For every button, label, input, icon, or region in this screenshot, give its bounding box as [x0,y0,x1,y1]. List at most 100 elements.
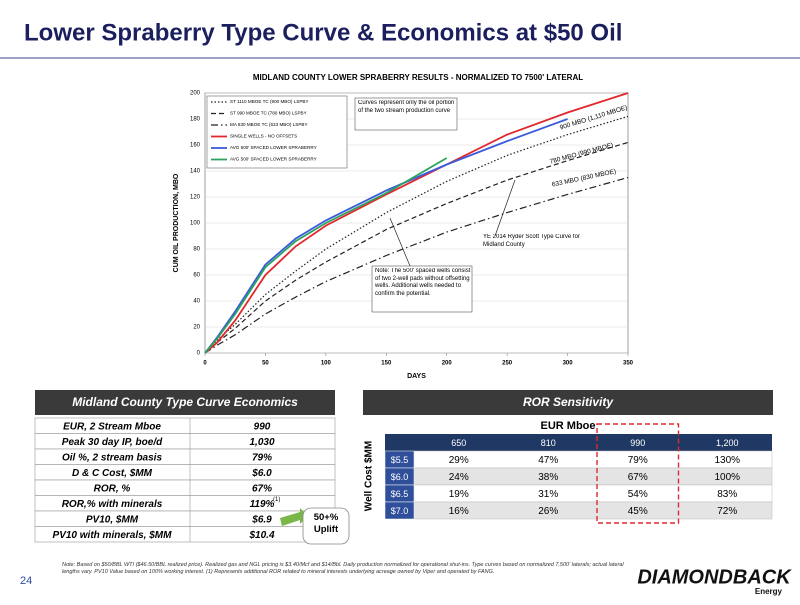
legend-label: AVG 500' SPACED LOWER SPRABERRY [230,157,317,162]
ror-value: 45% [628,506,648,517]
series-line [204,92,629,354]
annotation-box: YE 2014 Ryder Scott Type Curve for Midla… [483,234,580,248]
row-label: PV10, $MM [86,514,139,525]
legend-label: ST 1110 MBOE TC (900 MBO) LSPBY [230,99,309,104]
ror-value: 38% [538,472,558,483]
ror-value: 100% [714,472,740,483]
footnote: Note: Based on $50/BBL WTI ($46.50/BBL r… [62,562,624,575]
column-label: 990 [630,438,645,448]
ror-value: 130% [714,455,740,466]
y-tick-label: 80 [193,247,200,253]
y-tick-label: 160 [190,143,201,149]
highlight-box [596,423,680,524]
column-header-row [385,434,772,451]
row-label: PV10 with minerals, $MM [53,530,173,541]
cost-label: $5.5 [391,455,409,465]
logo-name: DIAMONDBACK [637,566,792,588]
annotation-arrow [389,217,411,267]
cost-label: $6.0 [391,472,409,482]
row-header: Well Cost $MM [364,441,375,511]
x-tick-label: 250 [502,361,513,367]
annotation: Curves represent only the oil portion of… [358,100,455,114]
series-line [204,115,629,354]
annotation-box: Note: The 500' spaced wells consist of t… [375,268,471,297]
table-header-bar [363,390,773,415]
ror-value: 47% [538,455,558,466]
x-tick-label: 100 [321,361,332,367]
series-line [204,176,629,354]
ror-value: 79% [628,455,648,466]
ror-value: 24% [449,472,469,483]
x-tick-label: 200 [442,361,453,367]
row-label: Peak 30 day IP, boe/d [62,437,163,448]
y-tick-label: 0 [197,351,201,357]
cost-label: $6.5 [391,489,409,499]
series-line [204,141,629,354]
column-header: EUR Mboe [541,420,596,432]
column-label: 810 [541,438,556,448]
row-label: ROR,% with minerals [62,499,163,510]
cost-cell [384,501,415,520]
callout-text-box: 50+% Uplift [313,512,339,535]
legend-label: MA 830 MBOE TC (633 MBO) LSPBY [230,122,308,127]
annotation-arrow [494,179,516,237]
row-label: ROR, % [94,483,131,494]
ror-value: 54% [628,489,648,500]
table-title: ROR Sensitivity [523,395,614,409]
annotation-frame [371,265,473,313]
callout-bubble [302,507,350,545]
legend-label: ST 990 MBOE TC (780 MBO) LSPBY [230,111,307,116]
table-title: Midland County Type Curve Economics [72,395,298,409]
logo-sub: Energy [755,587,783,596]
row-value: $6.0 [251,468,272,479]
series-line [204,118,568,354]
row-label: D & C Cost, $MM [72,468,153,479]
y-tick-label: 140 [190,169,201,175]
row-value: 119% [250,499,275,510]
callout-text: 50+% Uplift [313,512,339,535]
legend-label: AVG 500' SPACED LOWER SPRABERRY [230,145,317,150]
row-label: Oil %, 2 stream basis [62,452,162,463]
x-tick-label: 350 [623,361,634,367]
y-tick-label: 40 [193,299,200,305]
y-tick-label: 60 [193,273,200,279]
y-tick-label: 180 [190,117,201,123]
ror-value: 26% [538,506,558,517]
ror-value: 16% [449,506,469,517]
callout-arrow [280,508,308,526]
column-label: 1,200 [716,438,739,448]
ror-value: 31% [538,489,558,500]
annotation-frame [354,97,458,131]
x-axis-label: DAYS [407,373,426,380]
x-tick-label: 50 [262,361,269,367]
note-box: Note: Based on $50/BBL WTI ($46.50/BBL r… [62,562,624,575]
row-value: 67% [252,483,272,494]
y-tick-label: 120 [190,195,201,201]
table-header-bar [35,390,335,415]
cost-label: $7.0 [391,506,409,516]
chart-title: MIDLAND COUNTY LOWER SPRABERRY RESULTS -… [253,73,583,82]
y-tick-label: 20 [193,325,200,331]
row-label: EUR, 2 Stream Mboe [63,421,161,432]
row-value: $6.9 [251,514,272,525]
row-value: $10.4 [248,530,274,541]
page-number: 24 [20,575,32,587]
annotation-box: Curves represent only the oil portion of… [358,100,455,114]
annotation: YE 2014 Ryder Scott Type Curve for Midla… [483,234,580,248]
footnote-marker: (1) [273,497,280,503]
column-label: 650 [451,438,466,448]
slide-title: Lower Spraberry Type Curve & Economics a… [24,19,622,46]
x-tick-label: 0 [203,361,207,367]
ror-value: 72% [717,506,737,517]
x-tick-label: 300 [563,361,574,367]
row-value: 79% [252,452,272,463]
series-line [204,157,448,354]
row-value: 1,030 [249,437,274,448]
annotation: Note: The 500' spaced wells consist of t… [375,268,471,297]
legend-label: SINGLE WELLS - NO OFFSETS [230,134,297,139]
ror-value: 67% [628,472,648,483]
y-tick-label: 100 [190,221,201,227]
legend-box [206,95,348,169]
table-row [34,479,336,496]
